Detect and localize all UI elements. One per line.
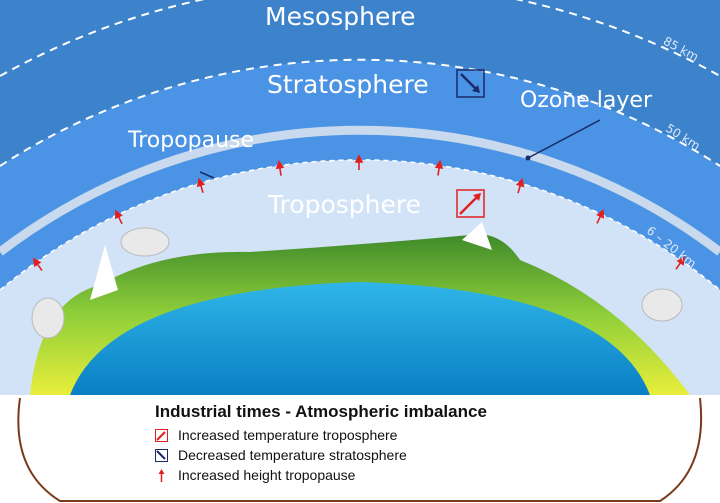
legend-item: Decreased temperature stratosphere xyxy=(155,445,487,465)
tropopause-rise-arrow xyxy=(115,209,123,225)
legend-item: Increased height tropopause xyxy=(155,465,487,485)
stratosphere-decrease-icon xyxy=(456,69,485,98)
red-up-right-arrow-box-icon xyxy=(155,428,168,442)
legend-item: Increased temperature troposphere xyxy=(155,425,487,445)
ozone-layer-label: Ozone layer xyxy=(520,88,652,113)
mountain-snow-right xyxy=(462,222,492,250)
legend-label: Decreased temperature stratosphere xyxy=(178,447,407,463)
mesosphere-label: Mesosphere xyxy=(265,2,416,31)
tropopause-rise-arrow xyxy=(275,160,285,176)
mountain-snow-left xyxy=(90,245,118,300)
clouds xyxy=(31,227,683,339)
legend-title: Industrial times - Atmospheric imbalance xyxy=(155,402,487,421)
ozone-pointer xyxy=(527,119,601,159)
stratosphere-label: Stratosphere xyxy=(267,70,429,99)
legend-label: Increased height tropopause xyxy=(178,467,356,483)
legend-frame xyxy=(17,397,703,502)
tropopause-label: Tropopause xyxy=(128,128,255,153)
tropopause-rise-arrow xyxy=(32,257,43,272)
legend: Industrial times - Atmospheric imbalance… xyxy=(155,402,487,485)
troposphere-increase-icon xyxy=(456,189,485,218)
tropopause-pointer xyxy=(199,171,215,179)
tropopause-rise-arrow xyxy=(515,177,525,194)
navy-down-right-arrow-box-icon xyxy=(155,448,168,462)
tropopause-rise-arrow xyxy=(354,154,364,171)
tropopause-rise-arrow xyxy=(196,177,206,193)
troposphere-label: Troposphere xyxy=(268,190,422,219)
red-up-arrow-icon xyxy=(155,468,168,482)
ocean xyxy=(70,282,650,395)
tropopause-rise-arrow xyxy=(675,256,686,270)
legend-label: Increased temperature troposphere xyxy=(178,427,398,443)
tropopause-height-arrows xyxy=(32,154,686,272)
tropopause-rise-arrow xyxy=(434,159,444,176)
tropopause-rise-arrow xyxy=(596,209,604,224)
50km-boundary xyxy=(0,58,720,167)
ozone-layer-band xyxy=(0,125,720,256)
